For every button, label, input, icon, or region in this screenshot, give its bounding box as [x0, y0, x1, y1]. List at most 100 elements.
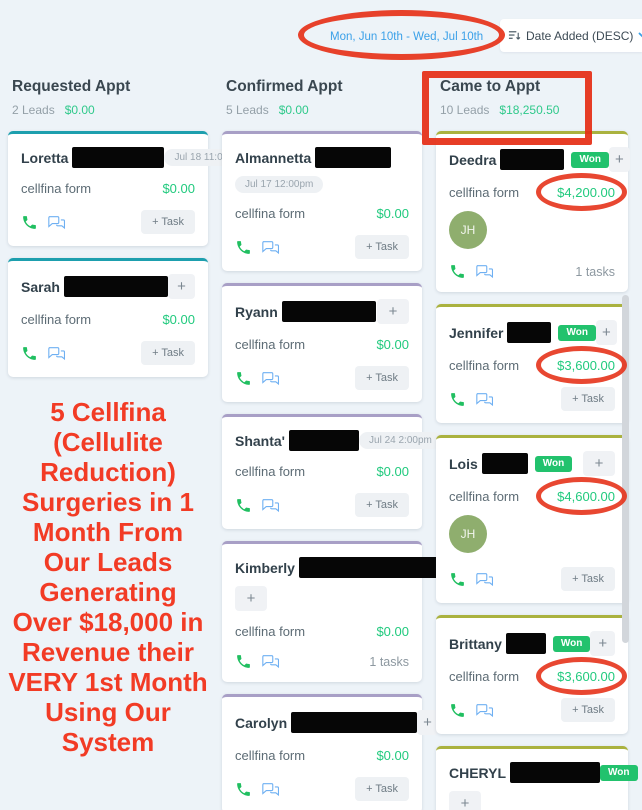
lead-value: $0.00: [376, 464, 409, 479]
add-item-button[interactable]: +: [417, 710, 438, 735]
top-bar: Mon, Jun 10th - Wed, Jul 10th Date Added…: [0, 0, 642, 62]
chat-bubbles-icon[interactable]: [261, 498, 280, 513]
card-tag-row: cellfina form $0.00: [235, 464, 409, 479]
lead-card[interactable]: Lois Won + cellfina form $4,600.00 JH + Task: [436, 435, 628, 603]
lead-name: Loretta: [21, 149, 69, 166]
add-task-button[interactable]: + Task: [561, 567, 615, 591]
sort-label: Date Added (DESC): [526, 28, 634, 43]
lead-card[interactable]: Brittany Won + cellfina form $3,600.00 + Task: [436, 615, 628, 734]
lead-source-tag: cellfina form: [235, 337, 306, 352]
card-name-row: Brittany Won +: [449, 631, 615, 656]
lead-card[interactable]: Sarah + cellfina form $0.00 + Task: [8, 258, 208, 377]
add-task-button[interactable]: + Task: [355, 777, 409, 801]
add-task-button[interactable]: + Task: [355, 493, 409, 517]
chevron-down-icon[interactable]: [638, 32, 642, 40]
card-footer-row: 1 tasks: [235, 653, 409, 670]
add-item-button[interactable]: +: [449, 791, 481, 810]
add-item-button[interactable]: +: [595, 320, 617, 345]
column-title: Confirmed Appt: [226, 78, 343, 95]
redaction-bar: [291, 712, 418, 733]
phone-icon[interactable]: [235, 781, 252, 798]
add-item-button[interactable]: +: [167, 274, 195, 299]
card-appt-row: Jul 17 12:00pm: [235, 176, 409, 193]
card-contact-icons: [235, 239, 280, 256]
redaction-bar: [500, 149, 565, 170]
lead-name: Brittany: [449, 635, 502, 652]
card-tag-row: cellfina form $0.00: [235, 624, 409, 639]
chat-bubbles-icon[interactable]: [475, 392, 494, 407]
card-contact-icons: [449, 702, 494, 719]
add-task-button[interactable]: + Task: [561, 387, 615, 411]
date-range-filter[interactable]: Mon, Jun 10th - Wed, Jul 10th: [297, 10, 506, 60]
lead-name: Jennifer: [449, 324, 504, 341]
lead-card[interactable]: Ryann + cellfina form $0.00 + Task: [222, 283, 422, 402]
phone-icon[interactable]: [449, 391, 466, 408]
redaction-bar: [72, 147, 165, 168]
lead-value: $4,200.00: [536, 173, 627, 211]
lead-card[interactable]: Loretta Jul 18 11:00am cellfina form $0.00 +…: [8, 131, 253, 246]
phone-icon[interactable]: [449, 263, 466, 280]
lead-name: Almannetta: [235, 149, 312, 166]
lead-card[interactable]: Kimberly + cellfina form $0.00 1 tasks: [222, 541, 449, 682]
column-scrollbar[interactable]: [622, 295, 629, 643]
card-tag-row: cellfina form $3,600.00: [449, 657, 627, 695]
chat-bubbles-icon[interactable]: [475, 703, 494, 718]
chat-bubbles-icon[interactable]: [475, 572, 494, 587]
add-item-button[interactable]: +: [583, 451, 615, 476]
chat-bubbles-icon[interactable]: [261, 782, 280, 797]
lead-name: Deedra: [449, 151, 497, 168]
phone-icon[interactable]: [449, 702, 466, 719]
card-tag-row: cellfina form $0.00: [235, 337, 409, 352]
redaction-bar: [505, 633, 546, 654]
card-contact-icons: [21, 214, 66, 231]
add-item-button[interactable]: +: [377, 299, 409, 324]
won-badge: Won: [558, 324, 596, 341]
card-tag-row: cellfina form $3,600.00: [449, 346, 627, 384]
add-item-button[interactable]: +: [608, 147, 630, 172]
phone-icon[interactable]: [449, 571, 466, 588]
column-header: Confirmed Appt 5 Leads $0.00: [222, 76, 422, 117]
add-item-button[interactable]: +: [235, 586, 267, 611]
lead-card[interactable]: Jennifer Won + cellfina form $3,600.00 + Task: [436, 304, 628, 423]
add-task-button[interactable]: + Task: [355, 366, 409, 390]
lead-card[interactable]: Carolyn + cellfina form $0.00 + Task: [222, 694, 438, 810]
card-name-row: Deedra Won +: [449, 147, 630, 172]
lead-card[interactable]: Deedra Won + cellfina form $4,200.00 JH 1 task…: [436, 131, 630, 292]
card-contact-icons: [449, 571, 494, 588]
chat-bubbles-icon[interactable]: [261, 240, 280, 255]
lead-value: $0.00: [162, 181, 195, 196]
chat-bubbles-icon[interactable]: [261, 654, 280, 669]
add-item-button[interactable]: +: [590, 631, 615, 656]
add-task-button[interactable]: + Task: [355, 235, 409, 259]
phone-icon[interactable]: [235, 370, 252, 387]
add-task-button[interactable]: + Task: [141, 341, 195, 365]
assigned-user-avatar: JH: [449, 515, 487, 553]
add-task-button[interactable]: + Task: [561, 698, 615, 722]
kanban-board: Requested Appt 2 Leads $0.00 Loretta Jul 18 …: [0, 62, 642, 810]
lead-source-tag: cellfina form: [235, 624, 306, 639]
lead-card[interactable]: Shanta' Jul 24 2:00pm cellfina form $0.00 + …: [222, 414, 442, 529]
tasks-count: 1 tasks: [575, 264, 615, 279]
chat-bubbles-icon[interactable]: [261, 371, 280, 386]
chat-bubbles-icon[interactable]: [47, 346, 66, 361]
phone-icon[interactable]: [235, 497, 252, 514]
phone-icon[interactable]: [21, 345, 38, 362]
lead-value: $0.00: [376, 748, 409, 763]
chat-bubbles-icon[interactable]: [47, 215, 66, 230]
card-footer-row: + Task: [449, 567, 615, 591]
phone-icon[interactable]: [235, 653, 252, 670]
redaction-bar: [281, 301, 376, 322]
lead-source-tag: cellfina form: [449, 185, 520, 200]
phone-icon[interactable]: [21, 214, 38, 231]
lead-name: Sarah: [21, 278, 60, 295]
lead-card[interactable]: Almannetta Jul 17 12:00pm cellfina form $0.…: [222, 131, 422, 271]
card-footer-row: 1 tasks: [449, 263, 615, 280]
sort-control[interactable]: Date Added (DESC): [500, 19, 642, 52]
redaction-bar: [63, 276, 168, 297]
column-header: Came to Appt 10 Leads $18,250.50: [436, 76, 628, 117]
chat-bubbles-icon[interactable]: [475, 264, 494, 279]
add-task-button[interactable]: + Task: [141, 210, 195, 234]
phone-icon[interactable]: [235, 239, 252, 256]
lead-name: Carolyn: [235, 714, 288, 731]
